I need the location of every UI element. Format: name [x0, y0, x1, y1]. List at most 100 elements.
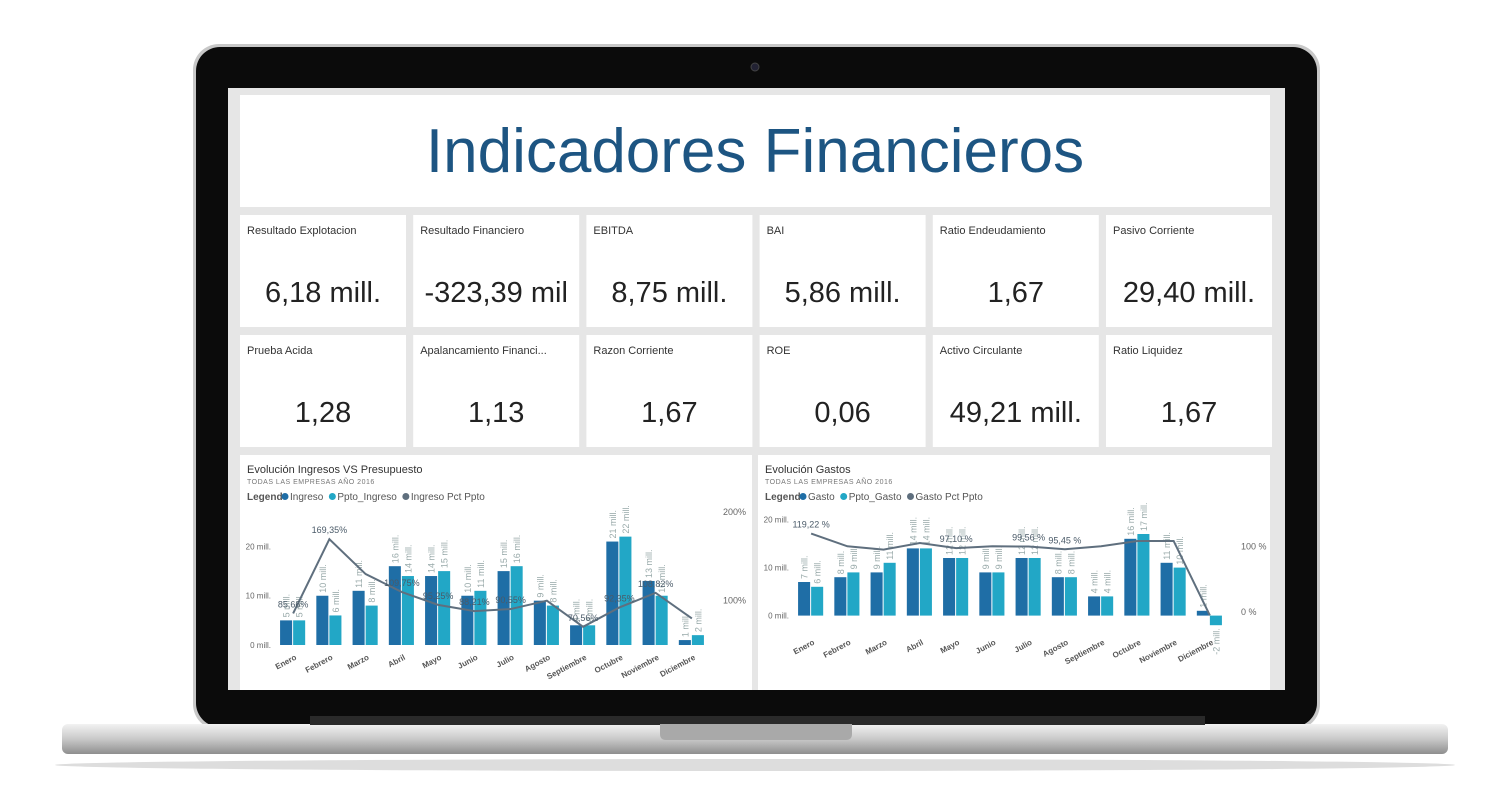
legend-title: Legend [247, 492, 283, 503]
bar-value-label: 22 mill. [621, 505, 631, 534]
bar-value-label: 14 mill. [921, 517, 931, 546]
bar-value-label: 12 mill. [1030, 526, 1040, 555]
bar [583, 625, 596, 645]
bar [474, 590, 487, 645]
bar-value-label: 9 mill. [849, 546, 859, 570]
kpi-label: Prueba Acida [247, 345, 313, 357]
kpi-card [413, 215, 580, 327]
bar [870, 572, 883, 616]
bar [992, 572, 1005, 616]
bar [1173, 567, 1186, 616]
bar-value-label: 11 mill. [1162, 532, 1172, 560]
legend-marker [281, 493, 289, 500]
bar [280, 620, 293, 645]
notch [660, 724, 852, 740]
bar-value-label: 7 mill. [800, 555, 810, 579]
y-tick-label: 0 mill. [768, 612, 789, 621]
y-tick-label: 10 mill. [246, 592, 271, 601]
chart-subtitle: TODAS LAS EMPRESAS AÑO 2016 [247, 477, 375, 486]
kpi-value: 49,21 mill. [950, 397, 1082, 429]
bar-value-label: 1 mill. [680, 614, 690, 638]
kpi-value: 1,67 [988, 277, 1044, 309]
kpi-label: Apalancamiento Financi... [420, 345, 547, 357]
bar-value-label: 9 mill. [535, 574, 545, 598]
legend-entry: Ingreso Pct Ppto [411, 492, 485, 503]
y-tick-label: 0 mill. [250, 641, 271, 650]
kpi-card [586, 215, 753, 327]
bar-value-label: 10 mill. [463, 564, 473, 593]
bar-value-label: -2 mill. [1211, 628, 1221, 655]
bar [678, 640, 691, 645]
kpi-value: 1,67 [1161, 397, 1217, 429]
kpi-card [932, 335, 1099, 447]
bar [570, 625, 583, 645]
bar [510, 566, 523, 645]
bar [943, 558, 956, 616]
kpi-value: 1,28 [295, 397, 351, 429]
bar [1051, 577, 1064, 616]
bar [606, 541, 619, 645]
bar-value-label: 12 mill. [958, 526, 968, 555]
kpi-label: Ratio Endeudamiento [940, 225, 1046, 237]
line-value-label: 169,35% [312, 525, 348, 535]
line-value-label: 88,21% [459, 597, 490, 607]
bar [883, 562, 896, 616]
bar [533, 600, 546, 645]
bar-value-label: 8 mill. [548, 579, 558, 603]
bar [497, 571, 510, 645]
bar-value-label: 15 mill. [499, 540, 509, 569]
legend-marker [328, 493, 336, 500]
bar [956, 558, 969, 616]
bar-value-label: 8 mill. [1066, 551, 1076, 575]
bar-value-label: 10 mill. [657, 564, 667, 593]
kpi-card [759, 335, 926, 447]
line-value-label: 92,35% [604, 593, 635, 603]
bar-value-label: 9 mill. [872, 546, 882, 570]
bar [546, 605, 559, 645]
bar-value-label: 14 mill. [403, 545, 413, 574]
chart-subtitle: TODAS LAS EMPRESAS AÑO 2016 [765, 477, 893, 486]
bar-value-label: 10 mill. [1175, 536, 1185, 565]
bar-value-label: 15 mill. [440, 540, 450, 569]
y-tick-label: 20 mill. [764, 516, 789, 525]
bar-value-label: 16 mill. [390, 535, 400, 564]
bar [438, 571, 451, 645]
kpi-label: Razon Corriente [593, 345, 673, 357]
bar [1028, 558, 1041, 616]
camera [750, 62, 760, 72]
bar [655, 595, 668, 645]
bar [1124, 538, 1137, 616]
kpi-value: 8,75 mill. [611, 277, 727, 309]
kpi-label: Pasivo Corriente [1113, 225, 1194, 237]
bar [1196, 610, 1209, 616]
bar [1015, 558, 1028, 616]
kpi-card [586, 335, 753, 447]
bar [1101, 596, 1114, 616]
kpi-label: Resultado Financiero [420, 225, 524, 237]
bar-value-label: 21 mill. [608, 510, 618, 539]
kpi-card [413, 335, 580, 447]
line-value-label: 119,22 % [792, 520, 829, 530]
bar [798, 582, 811, 616]
legend-marker [799, 493, 807, 500]
line-value-label: 70,56% [568, 613, 599, 623]
bar-value-label: 4 mill. [572, 599, 582, 623]
kpi-card [240, 215, 406, 327]
bar [811, 586, 824, 616]
y2-tick-label: 100% [723, 596, 746, 606]
y2-tick-label: 0 % [1241, 607, 1257, 617]
chart-panel [240, 455, 752, 690]
bar [919, 548, 932, 616]
bar [1064, 577, 1077, 616]
bar [365, 605, 378, 645]
bar-value-label: 6 mill. [813, 560, 823, 584]
kpi-label: Activo Circulante [940, 345, 1023, 357]
bar-value-label: 11 mill. [354, 560, 364, 588]
line-series [810, 532, 1211, 616]
kpi-value: 29,40 mill. [1123, 277, 1255, 309]
bar-value-label: 11 mill. [476, 560, 486, 588]
bar-value-label: 1 mill. [1198, 584, 1208, 608]
line-value-label: 95,25% [423, 591, 454, 601]
